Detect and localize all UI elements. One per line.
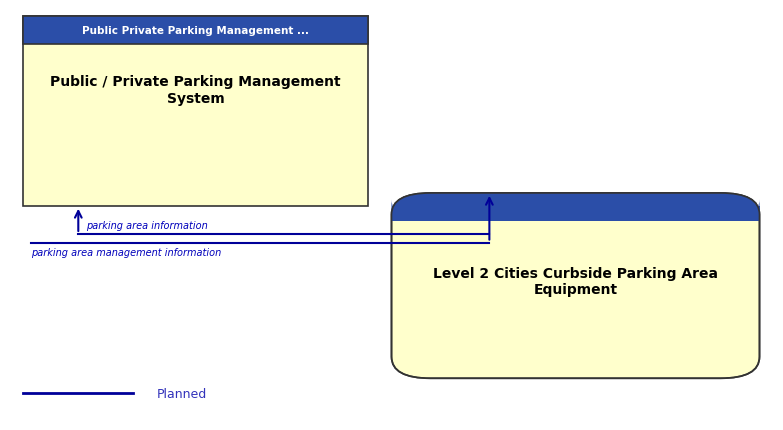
Text: Public Private Parking Management ...: Public Private Parking Management ...: [82, 26, 309, 36]
Text: Level 2 Cities Curbside Parking Area
Equipment: Level 2 Cities Curbside Parking Area Equ…: [433, 266, 718, 296]
Text: parking area management information: parking area management information: [31, 247, 222, 257]
Text: parking area information: parking area information: [86, 220, 207, 230]
Text: Public / Private Parking Management
System: Public / Private Parking Management Syst…: [50, 75, 341, 105]
Text: Planned: Planned: [157, 387, 207, 400]
FancyBboxPatch shape: [392, 194, 760, 221]
Bar: [23, 17, 368, 45]
Bar: [392, 206, 760, 221]
Bar: [23, 17, 368, 206]
FancyBboxPatch shape: [392, 194, 760, 378]
